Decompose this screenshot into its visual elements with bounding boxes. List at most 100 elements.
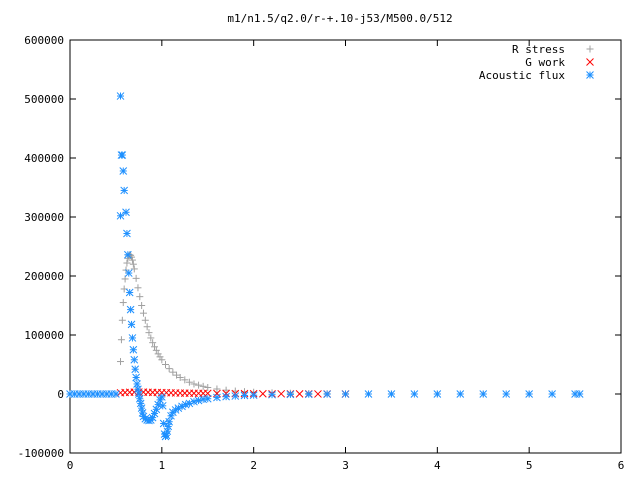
x-tick-label: 6 [618,459,625,472]
data-point [174,404,183,413]
data-point [122,208,130,217]
data-point [165,365,173,373]
y-tick-label: 600000 [24,34,64,47]
data-point [128,256,136,264]
data-point [120,186,129,195]
data-point [124,269,133,277]
data-point [295,390,304,398]
data-point [213,385,221,393]
data-point [268,390,276,399]
data-point [132,373,140,382]
data-point [286,390,295,399]
data-point [190,397,198,406]
data-marks [66,92,584,441]
data-point [575,390,584,398]
data-point [130,265,138,273]
data-point [195,381,203,389]
data-point [126,305,135,314]
data-point [157,393,166,401]
data-point [123,259,131,267]
data-point [118,151,127,159]
legend-marker [586,45,594,53]
data-point [123,229,131,238]
legend-label: Acoustic flux [479,69,565,82]
data-point [124,250,132,259]
data-point [128,253,136,261]
data-point [119,167,128,175]
data-point [139,309,147,317]
data-point [433,390,442,398]
y-tick-label: 400000 [24,152,64,165]
series-r-stress [117,251,579,398]
data-point [132,274,140,282]
y-tick-label: 500000 [24,93,64,106]
data-point [116,211,125,220]
data-point [314,390,322,398]
data-point [194,396,203,405]
data-point [138,302,146,309]
data-point [304,390,313,399]
data-point [112,390,120,398]
data-point [129,345,138,354]
data-point [137,404,146,413]
data-point [222,392,230,401]
data-point [231,392,240,400]
legend-label: R stress [512,43,565,56]
data-point [117,358,125,366]
data-point [163,427,172,436]
data-point [203,394,212,403]
data-point [135,390,143,398]
data-point [249,391,258,400]
data-point [410,390,419,398]
data-point [127,320,136,329]
data-point [164,422,173,431]
data-point [136,399,145,408]
data-point [222,386,230,394]
data-point [131,365,140,374]
data-point [213,393,221,402]
data-point [150,343,158,351]
data-point [258,389,267,398]
y-tick-label: 0 [57,388,64,401]
data-point [190,380,198,388]
data-point [136,293,144,301]
data-point [128,334,137,342]
data-point [134,385,142,394]
data-point [152,346,160,354]
data-point [119,299,127,307]
data-point [158,356,166,364]
x-tick-label: 1 [159,459,166,472]
chart-title: m1/n1.5/q2.0/r-+.10-j53/M500.0/512 [227,12,452,25]
data-point [185,399,194,408]
data-point [116,92,125,100]
x-tick-label: 2 [250,459,257,472]
y-tick-label: 200000 [24,270,64,283]
data-point [387,390,396,398]
data-point [456,390,465,398]
data-point [121,275,129,283]
x-tick-label: 5 [526,459,533,472]
data-point [134,284,142,292]
axes: 0 1 2 3 4 5 6-10000001000002000003000004000005… [18,34,625,472]
data-point [173,371,181,379]
data-point [118,316,126,324]
data-point [181,376,189,384]
data-point [135,394,144,403]
data-point [117,336,125,344]
y-tick-label: 300000 [24,211,64,224]
data-point [149,339,157,347]
data-point [147,334,155,342]
data-point [277,389,286,398]
y-tick-label: -100000 [18,447,64,460]
data-point [548,390,556,398]
data-point [199,382,207,390]
legend-marker [586,71,594,79]
data-point [129,260,137,268]
data-point [158,401,167,410]
data-point [502,390,511,398]
data-point [169,368,177,376]
data-point [141,316,149,324]
data-point [185,378,193,386]
